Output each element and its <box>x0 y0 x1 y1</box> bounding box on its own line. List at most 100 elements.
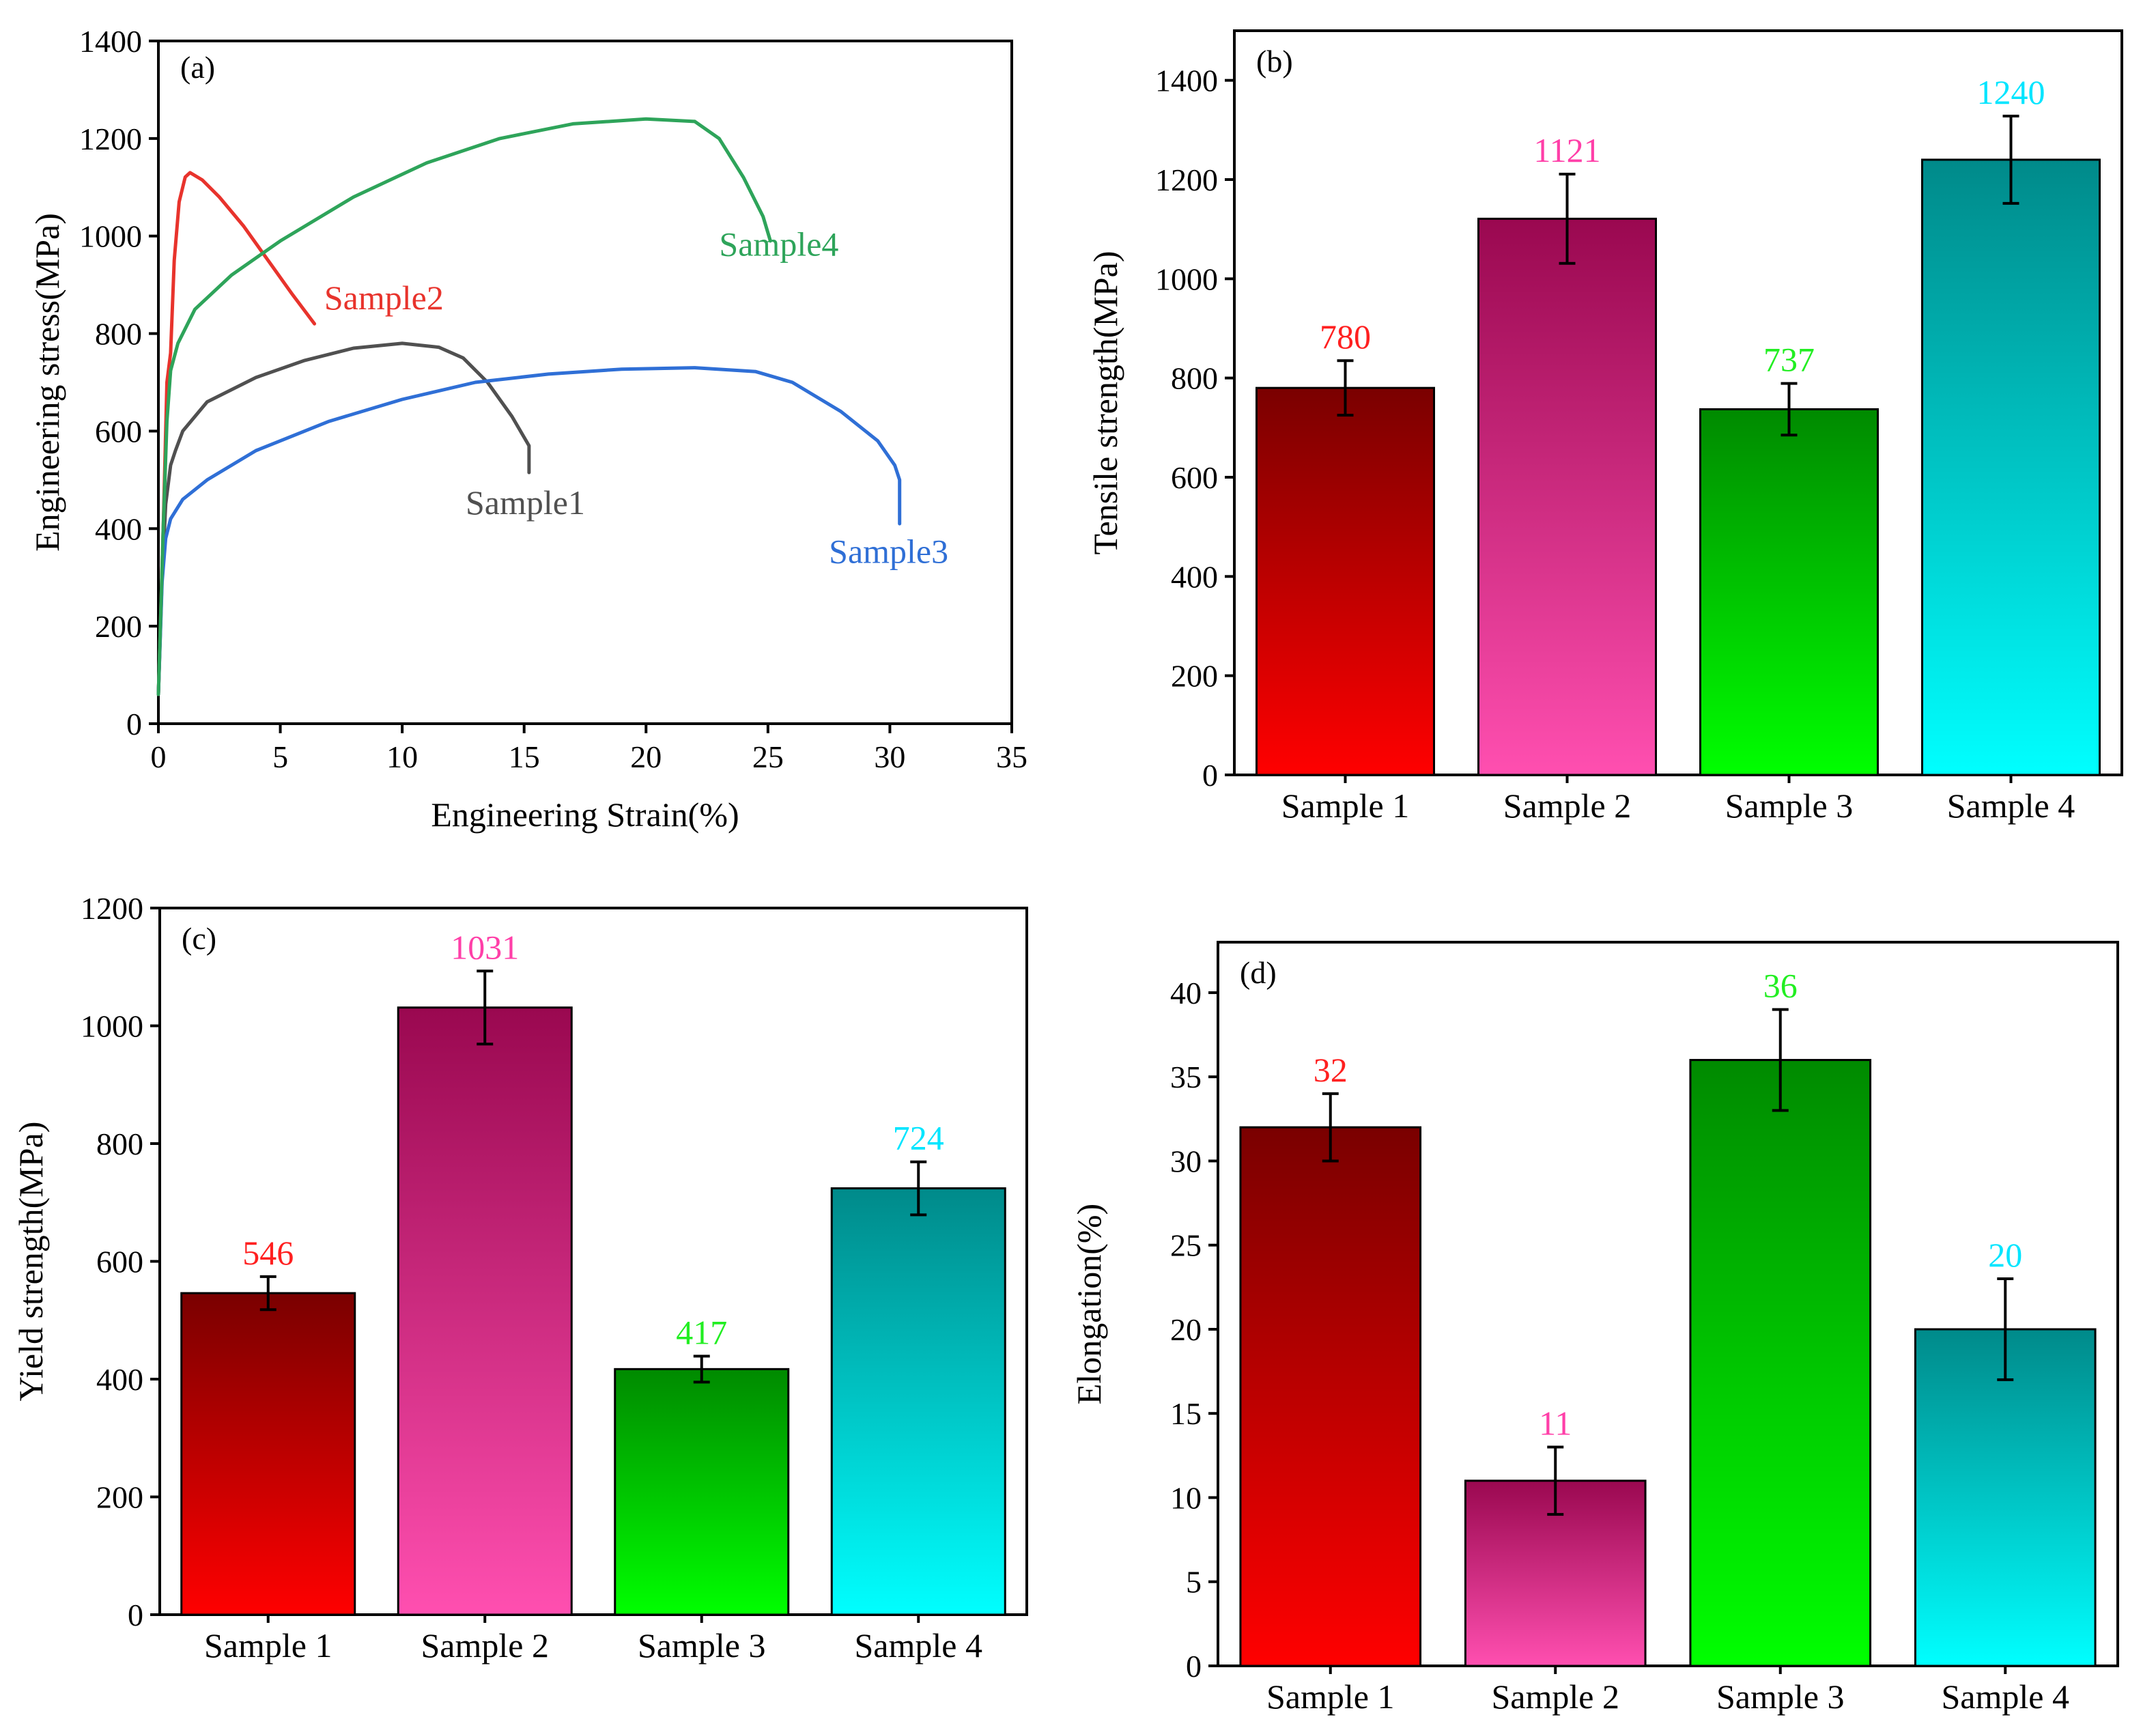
panel-b-value-label-sample-2: 1121 <box>1533 131 1600 169</box>
panel-a-y-tick-label: 1200 <box>79 122 142 156</box>
panel-a-plot-frame <box>157 40 1013 725</box>
curve-sample2 <box>156 171 317 696</box>
panel-c-bar-sample-4 <box>830 1187 1006 1616</box>
panel-c-value-label-sample-2: 1031 <box>451 928 519 966</box>
panel-c-y-tick-label: 1200 <box>81 891 143 926</box>
panel-c-category-label: Sample 4 <box>855 1626 982 1665</box>
panel-a-y-tick-label: 0 <box>126 707 142 741</box>
panel-a-x-tick-label: 25 <box>752 739 784 774</box>
panel-b-y-tick-label: 1400 <box>1155 63 1218 98</box>
panel-b-value-label-sample-4: 1240 <box>1977 73 2045 111</box>
panel-b-bars: 780 Sample 1 1121 Sample 2 737 Sample 3 1240 Sa… <box>1256 73 2101 825</box>
panel-a-y-tick-label: 400 <box>95 511 142 546</box>
panel-d-y-tick-label: 40 <box>1170 976 1202 1010</box>
panel-b-category-label: Sample 4 <box>1947 787 2075 825</box>
panel-d-y-title: Elongation(%) <box>1070 1204 1108 1404</box>
panel-a-x-tick-label: 30 <box>874 739 905 774</box>
panel-a-line-chart: 0 5 10 15 20 25 30 35 0 200 400 600 800 1000 1200 1400… <box>28 24 1027 834</box>
curve-label-sample4: Sample4 <box>719 225 838 263</box>
panel-b-y-tick-label: 1200 <box>1155 162 1218 197</box>
panel-c-y-tick-label: 1000 <box>81 1009 143 1044</box>
panel-c-bars: 546 Sample 1 1031 Sample 2 417 Sample 3 724 Sam… <box>180 928 1006 1665</box>
panel-b-y-tick-label: 0 <box>1202 758 1218 793</box>
panel-c-bar-chart: 0 200 400 600 800 1000 1200 546 Sample 1 1031 Sam… <box>12 891 1028 1665</box>
panel-a-y-tick-label: 600 <box>95 414 142 449</box>
panel-c-bar-sample-2 <box>397 1006 573 1616</box>
panel-c-y-tick-label: 0 <box>128 1598 143 1632</box>
panel-d-value-label-sample-2: 11 <box>1539 1404 1572 1443</box>
panel-a-x-tick-label: 0 <box>151 739 167 774</box>
curve-sample1 <box>156 341 531 696</box>
panel-c-y-tick-label: 200 <box>96 1480 143 1515</box>
panel-d-value-label-sample-3: 36 <box>1763 967 1798 1005</box>
panel-d-y-tick-label: 5 <box>1186 1565 1202 1600</box>
panel-d-bar-sample-3 <box>1689 1059 1872 1667</box>
panel-b-category-label: Sample 1 <box>1281 787 1409 825</box>
panel-d-bars: 32 Sample 1 11 Sample 2 36 Sample 3 20 Sample 4 <box>1239 967 2097 1716</box>
curve-sample3 <box>156 366 902 696</box>
panel-d-bar-sample-1 <box>1239 1126 1422 1667</box>
panel-b-label: (b) <box>1256 44 1293 79</box>
panel-a-x-axis: 0 5 10 15 20 25 30 35 <box>151 724 1027 774</box>
panel-c-y-axis: 0 200 400 600 800 1000 1200 <box>81 891 160 1632</box>
panel-d-y-tick-label: 20 <box>1170 1312 1202 1347</box>
panel-c-y-tick-label: 400 <box>96 1362 143 1397</box>
panel-c-value-label-sample-4: 724 <box>893 1119 944 1157</box>
panel-b-bar-sample-4 <box>1921 158 2101 776</box>
curve-label-sample3: Sample3 <box>829 532 948 570</box>
panel-d-y-tick-label: 10 <box>1170 1480 1202 1515</box>
panel-c-category-label: Sample 2 <box>421 1626 549 1665</box>
panel-d-y-tick-label: 35 <box>1170 1060 1202 1094</box>
panel-b-bar-sample-1 <box>1256 386 1435 776</box>
panel-d-category-label: Sample 4 <box>1942 1677 2069 1716</box>
panel-a-y-tick-label: 800 <box>95 317 142 352</box>
panel-a-y-axis: 0 200 400 600 800 1000 1200 1400 <box>79 24 158 741</box>
panel-b-y-axis: 0 200 400 600 800 1000 1200 1400 <box>1155 63 1234 793</box>
panel-a-x-tick-label: 15 <box>509 739 540 774</box>
panel-a-y-tick-label: 200 <box>95 609 142 644</box>
panel-d-y-tick-label: 25 <box>1170 1228 1202 1263</box>
panel-d-value-label-sample-1: 32 <box>1314 1051 1348 1089</box>
panel-b-value-label-sample-3: 737 <box>1763 341 1815 379</box>
panel-c-value-label-sample-3: 417 <box>676 1313 727 1351</box>
panel-a-x-tick-label: 10 <box>386 739 418 774</box>
panel-d-y-axis: 0 5 10 15 20 25 30 35 40 <box>1170 976 1218 1684</box>
panel-a-y-title: Engineering stress(MPa) <box>28 213 66 552</box>
panel-c-y-title: Yield strength(MPa) <box>12 1122 50 1402</box>
panel-b-bar-sample-2 <box>1477 217 1657 776</box>
panel-a-x-tick-label: 5 <box>272 739 288 774</box>
panel-a-y-tick-label: 1400 <box>79 24 142 59</box>
panel-b-category-label: Sample 2 <box>1503 787 1631 825</box>
panel-b-bar-chart: 0 200 400 600 800 1000 1200 1400 780 Sample 1 112… <box>1086 29 2123 825</box>
panel-d-bar-sample-4 <box>1914 1328 2097 1667</box>
curve-sample4 <box>156 117 772 696</box>
panel-c-y-tick-label: 600 <box>96 1245 143 1279</box>
panel-a-series <box>156 117 902 696</box>
panel-a-x-tick-label: 20 <box>630 739 662 774</box>
panel-c-bar-sample-3 <box>614 1368 790 1616</box>
curve-label-sample2: Sample2 <box>324 279 444 317</box>
panel-c-bar-sample-1 <box>180 1292 356 1616</box>
panel-d-y-tick-label: 30 <box>1170 1144 1202 1178</box>
panel-d-value-label-sample-4: 20 <box>1988 1236 2022 1274</box>
panel-a-label: (a) <box>180 50 215 85</box>
panel-a-x-title: Engineering Strain(%) <box>431 795 739 834</box>
panel-d-plot-frame <box>1217 941 2119 1667</box>
panel-d-category-label: Sample 2 <box>1492 1677 1619 1716</box>
panel-d-category-label: Sample 1 <box>1266 1677 1394 1716</box>
panel-b-value-label-sample-1: 780 <box>1320 317 1371 356</box>
panel-b-plot-frame <box>1233 29 2123 776</box>
panel-b-y-tick-label: 1000 <box>1155 261 1218 296</box>
panel-b-y-tick-label: 200 <box>1171 659 1218 694</box>
panel-d-y-tick-label: 15 <box>1170 1396 1202 1431</box>
panel-a-y-tick-label: 1000 <box>79 219 142 254</box>
panel-d-label: (d) <box>1240 955 1277 990</box>
panel-c-label: (c) <box>182 921 216 956</box>
panel-b-category-label: Sample 3 <box>1725 787 1853 825</box>
panel-c-category-label: Sample 1 <box>204 1626 332 1665</box>
panel-b-y-tick-label: 600 <box>1171 460 1218 495</box>
panel-d-bar-chart: 0 5 10 15 20 25 30 35 40 32 Sample 1 11 Sample 2 36 S… <box>1070 941 2119 1716</box>
panel-c-y-tick-label: 800 <box>96 1127 143 1161</box>
panel-b-y-tick-label: 400 <box>1171 559 1218 594</box>
